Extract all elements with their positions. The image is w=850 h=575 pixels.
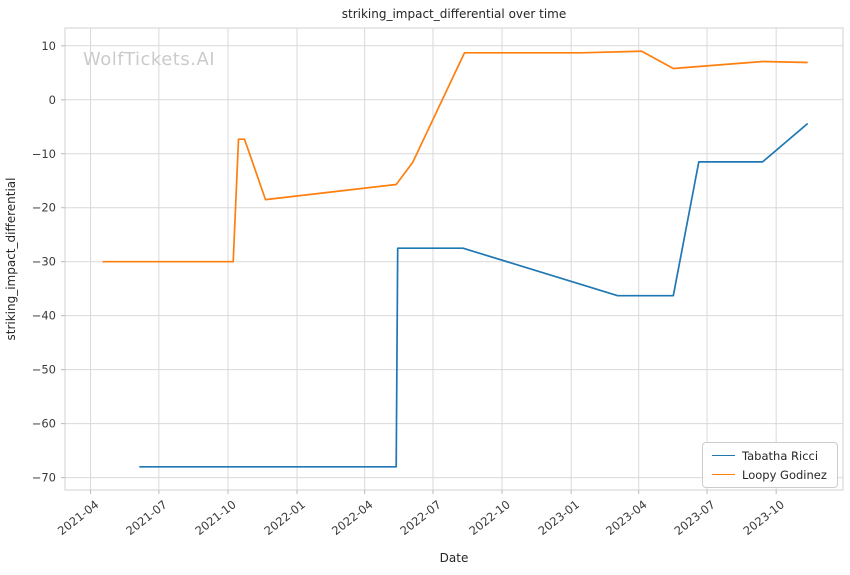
y-tick-label: −40 xyxy=(32,309,56,323)
y-tick-label: 0 xyxy=(49,93,56,107)
y-tick-label: −20 xyxy=(32,201,56,215)
x-tick-label: 2021-10 xyxy=(192,497,238,538)
x-tick-label: 2023-10 xyxy=(741,497,787,538)
y-tick-label: −70 xyxy=(32,471,56,485)
x-tick-label: 2022-10 xyxy=(466,497,512,538)
x-tick-label: 2023-07 xyxy=(671,497,717,538)
y-tick-label: −50 xyxy=(32,363,56,377)
legend-item: Loopy Godinez xyxy=(712,467,828,482)
x-tick-label: 2022-04 xyxy=(329,497,375,538)
legend-swatch-1 xyxy=(712,474,735,475)
y-tick-label: 10 xyxy=(41,39,56,53)
x-tick-label: 2021-04 xyxy=(55,497,101,538)
x-tick-label: 2022-01 xyxy=(261,497,307,538)
plot-border xyxy=(64,27,844,491)
chart-title: striking_impact_differential over time xyxy=(341,7,567,21)
legend-label: Tabatha Ricci xyxy=(742,448,819,463)
y-axis-label: striking_impact_differential xyxy=(4,177,18,341)
legend-swatch-0 xyxy=(712,455,735,456)
y-tick-label: −10 xyxy=(32,147,56,161)
x-tick-label: 2022-07 xyxy=(397,497,443,538)
x-tick-label: 2023-04 xyxy=(603,497,649,538)
x-tick-label: 2023-01 xyxy=(536,497,582,538)
watermark: WolfTickets.AI xyxy=(83,49,216,70)
series-line-1 xyxy=(102,50,808,263)
x-axis-label: Date xyxy=(439,551,469,565)
series-line-0 xyxy=(139,122,809,468)
legend-item: Tabatha Ricci xyxy=(712,448,828,463)
legend-label: Loopy Godinez xyxy=(742,467,827,482)
y-tick-label: −30 xyxy=(32,255,56,269)
y-tick-label: −60 xyxy=(32,417,56,431)
legend: Tabatha Ricci Loopy Godinez xyxy=(702,442,838,488)
x-tick-label: 2021-07 xyxy=(123,497,169,538)
